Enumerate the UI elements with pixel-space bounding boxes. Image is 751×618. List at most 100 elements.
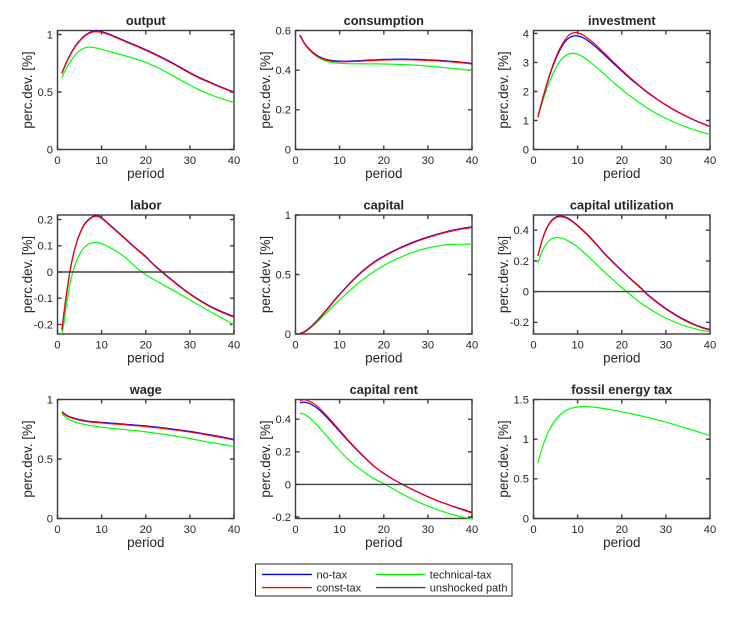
svg-text:0: 0 <box>285 144 291 156</box>
svg-text:10: 10 <box>571 155 583 167</box>
svg-text:20: 20 <box>616 340 628 352</box>
svg-text:20: 20 <box>378 155 390 167</box>
svg-text:perc.dev. [%]: perc.dev. [%] <box>20 420 35 497</box>
svg-text:labor: labor <box>130 198 161 213</box>
svg-text:0: 0 <box>292 340 298 352</box>
svg-text:output: output <box>126 13 167 28</box>
svg-text:0: 0 <box>530 524 536 536</box>
svg-text:perc.dev. [%]: perc.dev. [%] <box>496 51 511 128</box>
svg-text:30: 30 <box>422 340 434 352</box>
svg-text:fossil energy tax: fossil energy tax <box>571 382 673 397</box>
svg-text:technical-tax: technical-tax <box>430 569 492 581</box>
svg-text:0: 0 <box>54 524 60 536</box>
svg-text:0: 0 <box>523 287 529 299</box>
svg-text:30: 30 <box>660 524 672 536</box>
svg-text:10: 10 <box>333 524 345 536</box>
svg-text:period: period <box>603 166 640 181</box>
svg-text:0.2: 0.2 <box>275 105 291 117</box>
svg-text:-0.1: -0.1 <box>34 293 53 305</box>
svg-text:1: 1 <box>523 115 529 127</box>
svg-text:20: 20 <box>140 340 152 352</box>
svg-text:-0.2: -0.2 <box>34 319 53 331</box>
svg-text:20: 20 <box>616 155 628 167</box>
svg-text:period: period <box>603 535 640 550</box>
svg-text:10: 10 <box>571 524 583 536</box>
svg-text:40: 40 <box>704 155 716 167</box>
svg-text:capital rent: capital rent <box>350 382 419 397</box>
svg-text:0.5: 0.5 <box>513 474 529 486</box>
svg-text:40: 40 <box>466 524 478 536</box>
svg-text:10: 10 <box>333 340 345 352</box>
svg-text:capital utilization: capital utilization <box>570 198 674 213</box>
svg-text:0: 0 <box>523 513 529 525</box>
svg-text:20: 20 <box>378 340 390 352</box>
svg-text:0: 0 <box>47 267 53 279</box>
svg-text:0.5: 0.5 <box>37 454 53 466</box>
svg-text:10: 10 <box>571 340 583 352</box>
svg-text:30: 30 <box>422 524 434 536</box>
svg-text:30: 30 <box>660 155 672 167</box>
svg-text:period: period <box>365 535 402 550</box>
svg-text:40: 40 <box>466 155 478 167</box>
svg-text:30: 30 <box>184 155 196 167</box>
svg-text:20: 20 <box>378 524 390 536</box>
svg-text:0.2: 0.2 <box>513 256 529 268</box>
svg-text:period: period <box>365 351 402 366</box>
svg-text:period: period <box>603 351 640 366</box>
svg-text:perc.dev. [%]: perc.dev. [%] <box>496 420 511 497</box>
svg-text:0.4: 0.4 <box>275 65 291 77</box>
svg-text:40: 40 <box>704 524 716 536</box>
svg-text:consumption: consumption <box>344 13 425 28</box>
svg-text:0.5: 0.5 <box>37 87 53 99</box>
svg-text:30: 30 <box>184 340 196 352</box>
svg-text:0.6: 0.6 <box>275 25 291 37</box>
svg-text:30: 30 <box>184 524 196 536</box>
svg-text:3: 3 <box>523 57 529 69</box>
svg-text:0: 0 <box>292 155 298 167</box>
svg-text:4: 4 <box>523 28 529 40</box>
svg-text:period: period <box>365 166 402 181</box>
svg-text:wage: wage <box>129 382 162 397</box>
svg-text:0: 0 <box>292 524 298 536</box>
svg-text:0: 0 <box>47 513 53 525</box>
svg-text:period: period <box>127 535 164 550</box>
svg-text:2: 2 <box>523 86 529 98</box>
svg-text:1: 1 <box>523 434 529 446</box>
svg-text:perc.dev. [%]: perc.dev. [%] <box>496 236 511 313</box>
svg-text:const-tax: const-tax <box>317 583 362 595</box>
svg-text:perc.dev. [%]: perc.dev. [%] <box>258 51 273 128</box>
svg-text:30: 30 <box>660 340 672 352</box>
svg-text:unshocked path: unshocked path <box>430 583 508 595</box>
svg-text:0.2: 0.2 <box>37 215 53 227</box>
svg-text:period: period <box>127 166 164 181</box>
svg-text:30: 30 <box>422 155 434 167</box>
svg-text:40: 40 <box>704 340 716 352</box>
svg-text:40: 40 <box>228 340 240 352</box>
svg-text:perc.dev. [%]: perc.dev. [%] <box>20 236 35 313</box>
svg-text:0: 0 <box>47 144 53 156</box>
svg-text:0.2: 0.2 <box>275 447 291 459</box>
svg-text:-0.2: -0.2 <box>272 512 291 524</box>
svg-text:20: 20 <box>140 524 152 536</box>
svg-text:capital: capital <box>364 198 405 213</box>
svg-text:perc.dev. [%]: perc.dev. [%] <box>20 51 35 128</box>
svg-text:0.4: 0.4 <box>275 414 291 426</box>
svg-text:1: 1 <box>285 210 291 222</box>
svg-text:investment: investment <box>588 13 656 28</box>
svg-text:0.5: 0.5 <box>275 269 291 281</box>
svg-text:no-tax: no-tax <box>317 569 348 581</box>
svg-text:20: 20 <box>616 524 628 536</box>
svg-text:10: 10 <box>95 155 107 167</box>
svg-text:10: 10 <box>95 524 107 536</box>
svg-text:10: 10 <box>95 340 107 352</box>
svg-text:0.1: 0.1 <box>37 241 53 253</box>
svg-text:period: period <box>127 351 164 366</box>
svg-text:40: 40 <box>466 340 478 352</box>
svg-text:perc.dev. [%]: perc.dev. [%] <box>258 420 273 497</box>
svg-text:40: 40 <box>228 524 240 536</box>
svg-text:1: 1 <box>47 29 53 41</box>
svg-text:0: 0 <box>523 144 529 156</box>
svg-text:20: 20 <box>140 155 152 167</box>
svg-text:perc.dev. [%]: perc.dev. [%] <box>258 236 273 313</box>
svg-text:0: 0 <box>285 479 291 491</box>
